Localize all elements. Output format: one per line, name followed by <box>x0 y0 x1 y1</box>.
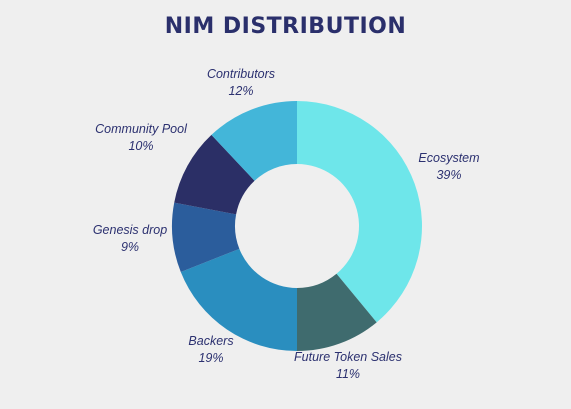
slice-value-genesis-drop: 9% <box>121 240 139 254</box>
slice-label-contributors: Contributors <box>207 67 275 81</box>
slice-label-genesis-drop: Genesis drop <box>93 223 167 237</box>
slice-value-community-pool: 10% <box>128 139 153 153</box>
slice-value-backers: 19% <box>198 351 223 365</box>
donut-slice-contributors <box>211 101 297 181</box>
chart-title: NIM DISTRIBUTION <box>164 14 407 39</box>
slice-label-future-token-sales: Future Token Sales <box>294 350 402 364</box>
donut-slice-community-pool <box>174 134 255 215</box>
donut-slice-ecosystem <box>297 101 422 323</box>
donut-slice-backers <box>180 248 297 351</box>
slice-label-backers: Backers <box>188 334 233 348</box>
donut-slice-future-token-sales <box>297 273 377 351</box>
slice-value-contributors: 12% <box>228 84 253 98</box>
slice-value-ecosystem: 39% <box>436 168 461 182</box>
slice-label-ecosystem: Ecosystem <box>418 151 479 165</box>
donut-slice-genesis-drop <box>172 202 240 273</box>
slice-label-community-pool: Community Pool <box>95 122 188 136</box>
slice-value-future-token-sales: 11% <box>336 367 360 381</box>
